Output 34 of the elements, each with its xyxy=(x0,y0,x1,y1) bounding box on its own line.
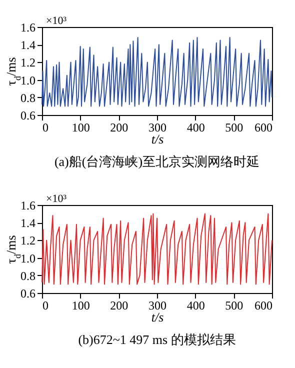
x-tick-label: 0 xyxy=(42,120,48,134)
x-tick-label: 600 xyxy=(254,120,272,134)
text: ×10³ xyxy=(46,15,68,27)
y-tick-label: 1.2 xyxy=(20,56,36,70)
line-series xyxy=(42,37,272,107)
y-tick-label: 1.4 xyxy=(20,38,36,52)
text: (a)船(台湾海峡)至北京实测网络时延 xyxy=(54,154,260,169)
y-tick-label: 0.8 xyxy=(20,268,36,283)
y-tick-label: 1.2 xyxy=(20,234,36,248)
x-tick-label: 200 xyxy=(110,120,128,134)
y-tick-label: 1.0 xyxy=(20,251,36,266)
y-tick-label: 0.6 xyxy=(20,286,36,300)
x-tick-label: 400 xyxy=(186,298,205,312)
x-tick-label: 0 xyxy=(42,298,48,312)
text: (b)672~1 497 ms 的模拟结果 xyxy=(78,332,236,347)
x-axis-title: t/s xyxy=(151,132,164,146)
x-tick-label: 200 xyxy=(110,298,128,312)
x-tick-label: 100 xyxy=(72,298,90,312)
y-tick-label: 0.6 xyxy=(20,108,36,122)
x-tick-label: 400 xyxy=(186,120,205,134)
x-tick-label: 500 xyxy=(225,298,244,312)
x-tick-label: 300 xyxy=(148,120,166,134)
y-tick-label: 1.6 xyxy=(20,20,36,34)
y-tick-label: 1.0 xyxy=(20,73,36,88)
x-axis-title: t/s xyxy=(151,310,164,324)
x-tick-label: 300 xyxy=(148,298,166,312)
x-tick-label: 100 xyxy=(72,120,90,134)
y-tick-label: 1.6 xyxy=(20,198,36,212)
x-tick-label: 600 xyxy=(254,298,272,312)
line-series xyxy=(42,213,272,285)
y-tick-label: 0.8 xyxy=(20,90,36,105)
text: ×10³ xyxy=(46,193,68,205)
x-tick-label: 500 xyxy=(225,120,244,134)
y-tick-label: 1.4 xyxy=(20,216,36,230)
